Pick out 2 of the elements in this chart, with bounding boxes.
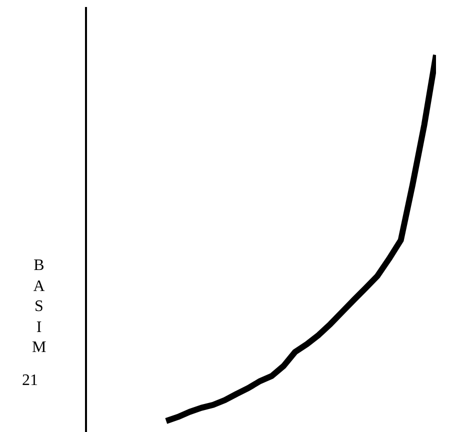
text: 21 [22,372,38,390]
text: BASIM [32,256,46,358]
